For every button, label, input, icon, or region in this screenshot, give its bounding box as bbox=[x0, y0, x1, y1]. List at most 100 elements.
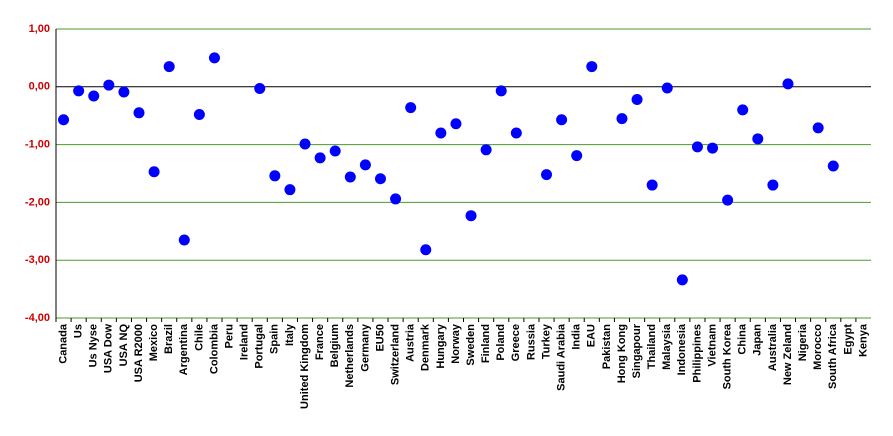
point bbox=[329, 145, 341, 157]
point bbox=[359, 159, 371, 171]
point bbox=[676, 274, 688, 286]
x-tick-label: USA Dow bbox=[103, 324, 115, 374]
y-tick-label: 0,00 bbox=[29, 81, 50, 93]
x-tick-label: Morocco bbox=[812, 324, 824, 370]
point bbox=[707, 142, 719, 154]
x-tick-label: Australia bbox=[767, 323, 779, 371]
y-tick-label: -1,00 bbox=[25, 139, 50, 151]
x-tick-label: Vietnam bbox=[706, 324, 718, 367]
x-tick-label: Italy bbox=[284, 323, 296, 346]
x-tick-label: Canada bbox=[57, 323, 69, 364]
x-tick-label: Sweden bbox=[465, 324, 477, 366]
x-tick-label: Pakistan bbox=[601, 324, 613, 370]
y-tick-label: -4,00 bbox=[25, 312, 50, 324]
x-tick-label: EAU bbox=[586, 324, 598, 347]
point bbox=[314, 152, 326, 164]
point bbox=[148, 166, 160, 178]
point bbox=[691, 141, 703, 153]
x-tick-label: Austria bbox=[405, 323, 417, 362]
x-tick-label: Portugal bbox=[254, 324, 266, 369]
x-tick-label: Turkey bbox=[540, 323, 552, 359]
point bbox=[208, 52, 220, 64]
point bbox=[178, 234, 190, 246]
x-tick-label: USA R2000 bbox=[133, 324, 145, 382]
point bbox=[118, 86, 130, 98]
point bbox=[88, 90, 100, 102]
point bbox=[193, 109, 205, 121]
point bbox=[556, 114, 568, 126]
x-tick-label: Finland bbox=[480, 324, 492, 363]
point bbox=[737, 104, 749, 116]
x-tick-label: South Africa bbox=[827, 323, 839, 389]
point bbox=[752, 133, 764, 145]
x-tick-label: Colombia bbox=[208, 323, 220, 374]
x-tick-label: Hungary bbox=[435, 323, 447, 369]
y-tick-label: -2,00 bbox=[25, 196, 50, 208]
point bbox=[495, 85, 507, 97]
x-tick-label: Us bbox=[73, 324, 85, 338]
point bbox=[661, 82, 673, 94]
point bbox=[510, 127, 522, 139]
x-tick-label: Mexico bbox=[148, 324, 160, 362]
x-tick-label: Chile bbox=[193, 324, 205, 351]
point bbox=[435, 127, 447, 139]
point bbox=[420, 244, 432, 256]
x-tick-label: India bbox=[571, 323, 583, 350]
x-tick-label: Netherlands bbox=[344, 324, 356, 388]
x-tick-label: Japan bbox=[752, 324, 764, 356]
x-tick-label: Belgium bbox=[329, 324, 341, 368]
point bbox=[163, 61, 175, 73]
x-tick-label: Germany bbox=[359, 323, 371, 372]
x-tick-label: Malaysia bbox=[661, 323, 673, 370]
x-tick-label: Hong Kong bbox=[616, 324, 628, 383]
x-tick-label: Us Nyse bbox=[88, 324, 100, 367]
point bbox=[284, 184, 296, 196]
x-tick-label: Brazil bbox=[163, 324, 175, 354]
x-tick-label: EU50 bbox=[374, 324, 386, 352]
x-tick-label: Russia bbox=[525, 323, 537, 360]
x-tick-label: Indonesia bbox=[676, 323, 688, 375]
x-tick-label: Norway bbox=[450, 323, 462, 364]
x-tick-label: Saudi Arabia bbox=[556, 323, 568, 391]
y-tick-label: 1,00 bbox=[29, 23, 50, 35]
x-tick-label: South Korea bbox=[722, 323, 734, 389]
x-tick-label: Spain bbox=[269, 324, 281, 354]
point bbox=[541, 169, 553, 181]
point bbox=[58, 114, 70, 126]
point bbox=[450, 118, 462, 130]
point bbox=[646, 179, 658, 191]
x-tick-label: Ireland bbox=[239, 324, 251, 360]
x-tick-label: United Kingdom bbox=[299, 324, 311, 409]
x-tick-label: Greece bbox=[510, 324, 522, 361]
point bbox=[344, 171, 356, 183]
x-tick-label: USA NQ bbox=[118, 324, 130, 367]
y-tick-label: -3,00 bbox=[25, 254, 50, 266]
x-tick-label: Philippines bbox=[691, 324, 703, 383]
point bbox=[782, 78, 794, 90]
x-tick-label: Denmark bbox=[420, 323, 432, 371]
x-tick-label: Peru bbox=[223, 324, 235, 348]
x-tick-label: Switzerland bbox=[389, 324, 401, 385]
point bbox=[269, 170, 281, 182]
point bbox=[586, 61, 598, 73]
x-tick-label: China bbox=[737, 323, 749, 354]
point bbox=[616, 113, 628, 125]
point bbox=[390, 193, 402, 205]
point bbox=[767, 179, 779, 191]
point bbox=[299, 138, 311, 150]
x-tick-label: Poland bbox=[495, 324, 507, 361]
x-tick-label: Thailand bbox=[646, 324, 658, 369]
point bbox=[405, 102, 417, 114]
point bbox=[480, 144, 492, 156]
point bbox=[73, 85, 85, 97]
point bbox=[254, 83, 266, 95]
x-tick-label: Egypt bbox=[842, 324, 854, 355]
point bbox=[722, 194, 734, 206]
x-tick-label: Nigeria bbox=[797, 323, 809, 361]
x-tick-label: New Zeland bbox=[782, 324, 794, 385]
point bbox=[103, 79, 115, 91]
point bbox=[133, 107, 145, 119]
x-tick-label: Kenya bbox=[857, 323, 869, 357]
point bbox=[571, 150, 583, 162]
x-tick-label: France bbox=[314, 324, 326, 360]
